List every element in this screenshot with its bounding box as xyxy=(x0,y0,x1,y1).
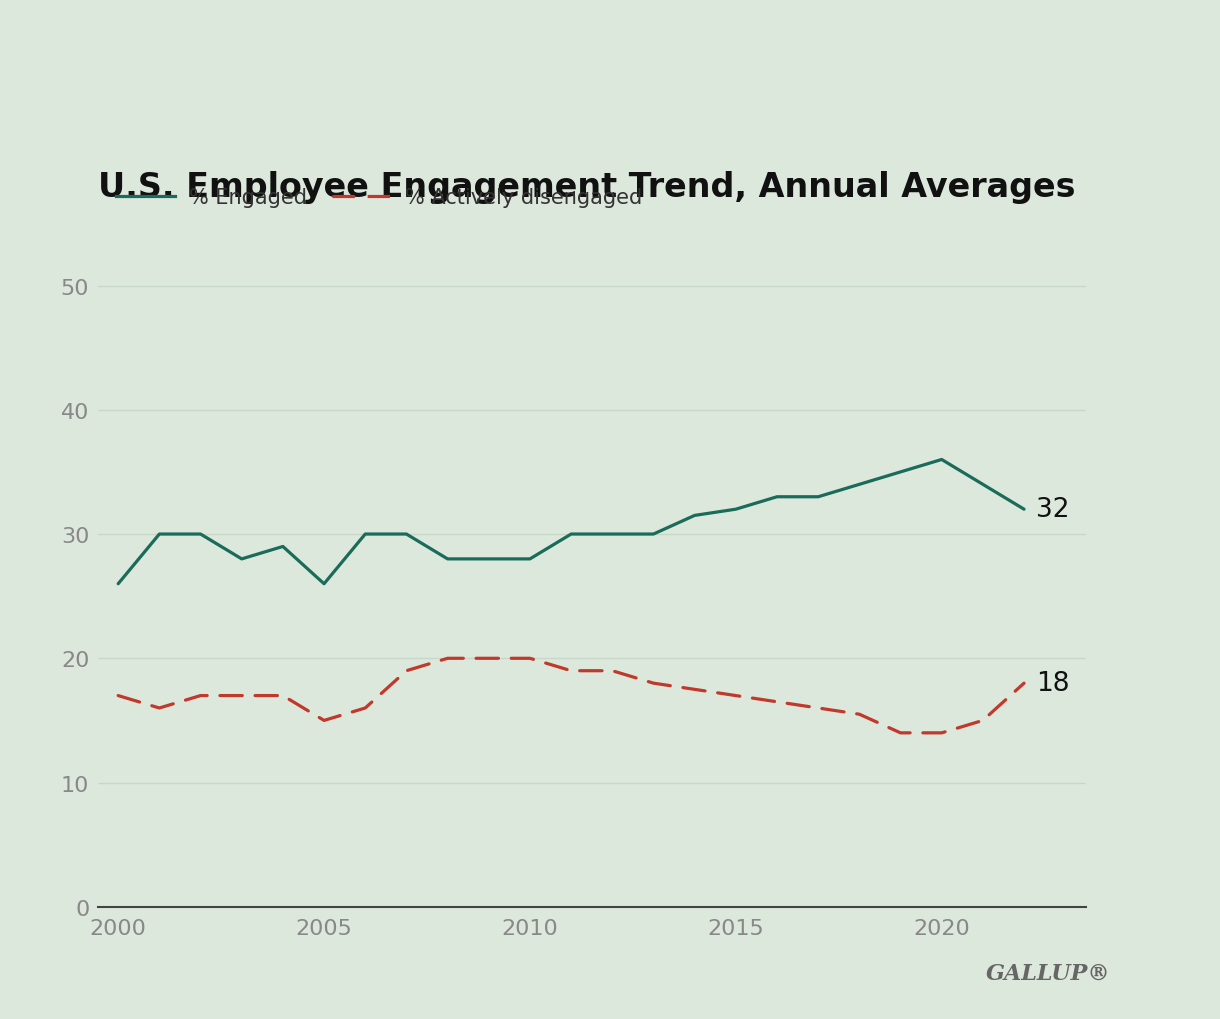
Text: 18: 18 xyxy=(1037,671,1070,696)
Text: 32: 32 xyxy=(1037,496,1070,523)
Text: U.S. Employee Engagement Trend, Annual Averages: U.S. Employee Engagement Trend, Annual A… xyxy=(98,170,1075,204)
Text: GALLUP®: GALLUP® xyxy=(986,961,1110,983)
Legend: % Engaged, % Actively disengaged: % Engaged, % Actively disengaged xyxy=(109,180,650,217)
